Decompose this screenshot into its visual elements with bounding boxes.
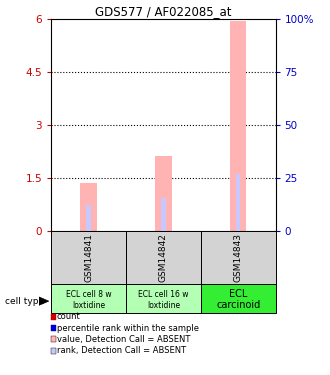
Bar [201,231,276,285]
Bar [155,156,172,231]
Text: ECL: ECL [229,290,248,299]
Bar [51,231,126,285]
Bar [236,174,240,231]
Bar [230,21,247,231]
Text: percentile rank within the sample: percentile rank within the sample [57,324,199,333]
Bar [86,205,91,231]
Text: count: count [57,312,81,321]
Title: GDS577 / AF022085_at: GDS577 / AF022085_at [95,4,232,18]
Text: cell type: cell type [5,297,44,306]
Text: loxtidine: loxtidine [147,300,180,309]
Text: value, Detection Call = ABSENT: value, Detection Call = ABSENT [57,335,190,344]
Bar [126,284,201,313]
Bar [201,284,276,313]
Text: loxtidine: loxtidine [72,300,105,309]
Text: ECL cell 16 w: ECL cell 16 w [138,290,189,299]
Text: carcinoid: carcinoid [216,300,260,310]
Bar [80,183,97,231]
Bar [51,284,126,313]
Bar [126,231,201,285]
Text: GSM14843: GSM14843 [234,233,243,282]
Text: ECL cell 8 w: ECL cell 8 w [66,290,111,299]
Text: GSM14841: GSM14841 [84,233,93,282]
Bar [161,198,166,231]
Text: rank, Detection Call = ABSENT: rank, Detection Call = ABSENT [57,346,186,355]
Text: GSM14842: GSM14842 [159,233,168,282]
Polygon shape [39,297,49,305]
